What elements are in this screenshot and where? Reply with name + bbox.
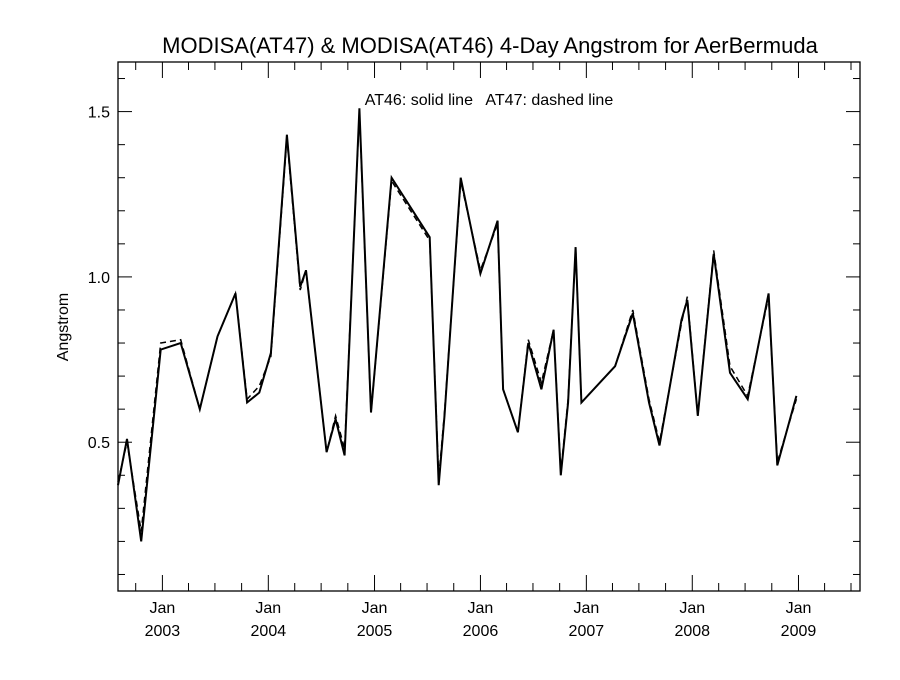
y-axis-ticks: 0.5 1.0 1.5 (88, 78, 860, 575)
x-tick-label-month: Jan (468, 600, 494, 617)
x-tick-label-month: Jan (362, 600, 388, 617)
chart-title: MODISA(AT47) & MODISA(AT46) 4-Day Angstr… (162, 33, 818, 58)
x-tick-label-year: 2009 (781, 623, 817, 640)
x-axis-ticks: Jan 2003 Jan 2004 Jan 2005 Jan 2006 Jan 2007 Jan 20… (135, 62, 852, 640)
series-line-at47 (117, 111, 798, 532)
x-tick-label-year: 2003 (145, 623, 181, 640)
series-lines (117, 108, 798, 542)
x-tick-label-month: Jan (679, 600, 705, 617)
x-tick-label-year: 2006 (463, 623, 499, 640)
x-tick-label-year: 2007 (569, 623, 605, 640)
x-tick-label-month: Jan (149, 600, 175, 617)
x-tick-label-month: Jan (255, 600, 281, 617)
x-tick-label-year: 2008 (674, 623, 710, 640)
y-axis-label: Angstrom (55, 293, 72, 361)
x-tick-label-month: Jan (573, 600, 599, 617)
y-tick-label: 1.5 (88, 105, 110, 122)
x-tick-label-year: 2005 (357, 623, 393, 640)
y-tick-label: 1.0 (88, 270, 110, 287)
y-tick-label: 0.5 (88, 435, 110, 452)
x-tick-label-year: 2004 (251, 623, 287, 640)
line-style-annotation: AT46: solid line AT47: dashed line (365, 92, 614, 109)
series-line-at46 (117, 108, 798, 542)
plot-frame (117, 61, 861, 592)
x-tick-label-month: Jan (786, 600, 812, 617)
